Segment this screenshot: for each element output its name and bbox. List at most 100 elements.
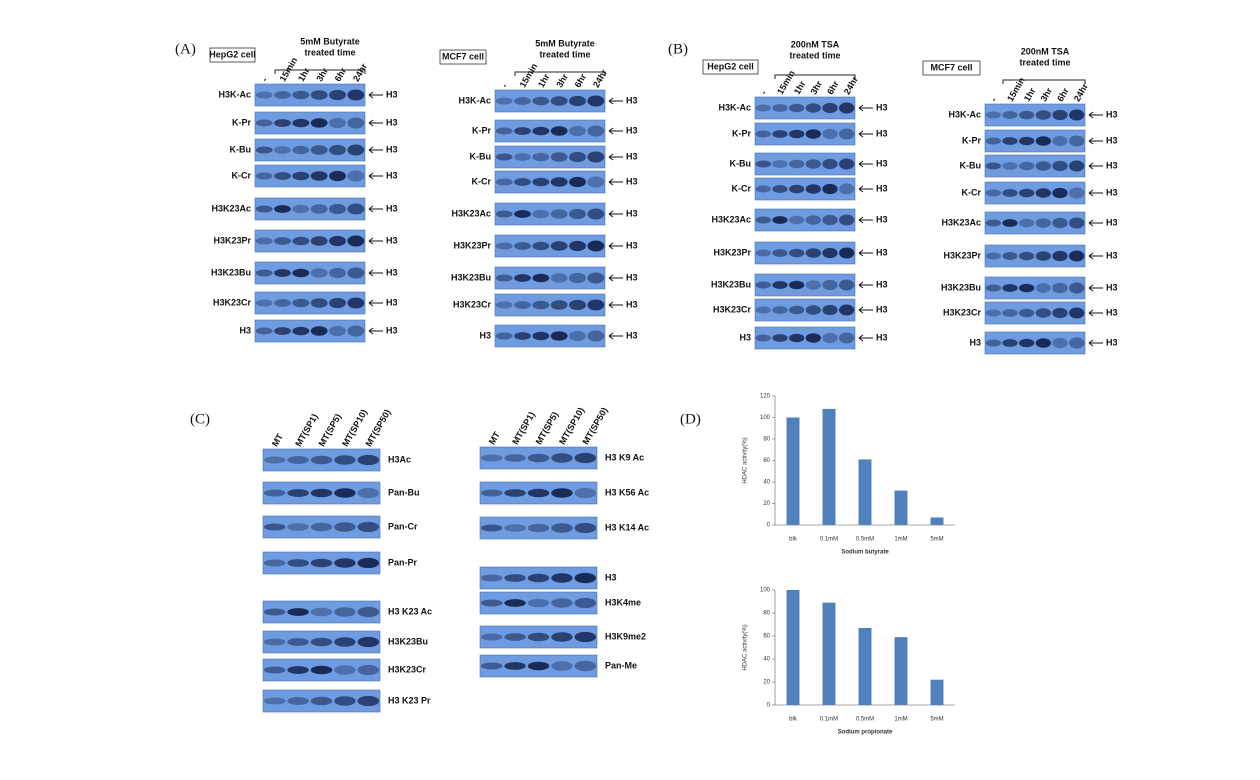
treatment-label: 5mM Butyrate (300, 36, 360, 46)
band (1002, 219, 1018, 227)
row-label: H3K23Bu (711, 279, 751, 289)
band (1052, 109, 1068, 121)
row-label: K-Cr (472, 176, 492, 186)
band (263, 608, 286, 616)
lane-label: 24hr (351, 61, 369, 83)
band (292, 268, 310, 278)
lane-label: 1hr (296, 66, 312, 84)
row-label: K-Bu (960, 160, 982, 170)
y-tick-label: 0 (767, 523, 771, 529)
band (263, 523, 286, 531)
band (550, 152, 568, 162)
band (287, 638, 309, 646)
band (310, 455, 333, 465)
marker-label: H3 (876, 304, 888, 314)
band (310, 522, 333, 532)
y-tick-label: 20 (763, 680, 770, 686)
marker-label: H3 (1106, 250, 1118, 260)
y-tick-label: 80 (763, 437, 770, 443)
row-label: H3 (239, 325, 251, 335)
band (347, 117, 365, 129)
band (569, 151, 586, 163)
band (569, 272, 586, 284)
row-label: K-Cr (232, 170, 252, 180)
band (1018, 338, 1035, 348)
blot-strip (479, 591, 598, 615)
band (755, 130, 771, 138)
blot-strip (754, 177, 856, 201)
marker-label: H3 (1106, 187, 1118, 197)
blot-strip (479, 516, 598, 540)
arrow (858, 249, 873, 257)
band (514, 242, 531, 250)
row-label: H3 (969, 337, 981, 347)
band (550, 273, 568, 283)
band (255, 205, 273, 213)
band (255, 91, 273, 99)
cell-label: MCF7 cell (930, 62, 972, 72)
band (772, 185, 788, 193)
band (357, 695, 380, 707)
bracket (1002, 79, 1086, 84)
band (1002, 111, 1018, 119)
band (495, 242, 513, 250)
band (1052, 337, 1068, 349)
arrow (368, 91, 383, 99)
band (287, 666, 309, 674)
row-label: H3K23Cr (213, 297, 252, 307)
blot-strip (754, 241, 856, 265)
marker-label: H3 (386, 170, 398, 180)
band (1002, 162, 1018, 170)
band (551, 523, 573, 533)
treatment-label: 200nM TSA (1021, 46, 1070, 56)
band (569, 125, 586, 137)
band (274, 269, 291, 277)
blot-strip (984, 244, 1086, 268)
lane-label: - (499, 82, 509, 90)
y-axis-label: HDAC activity(%) (743, 624, 749, 670)
band (263, 559, 286, 567)
band (263, 638, 286, 646)
band (357, 521, 380, 533)
blot-strip (254, 291, 366, 315)
band (263, 489, 286, 497)
band (822, 128, 838, 140)
blot-strip (494, 89, 606, 113)
arrow (858, 281, 873, 289)
band (532, 209, 550, 219)
marker-label: H3 (626, 330, 638, 340)
band (274, 172, 291, 180)
x-axis-label: Sodium propionate (838, 730, 893, 736)
x-tick-label: 1mM (894, 717, 907, 723)
lane-label: 6hr (333, 66, 349, 84)
bar (822, 602, 836, 705)
band (480, 454, 503, 462)
band (357, 454, 380, 466)
band (574, 522, 597, 534)
band (569, 299, 586, 311)
row-label: H3Ac (388, 454, 411, 464)
band (772, 334, 788, 342)
band (274, 146, 291, 154)
band (574, 572, 597, 584)
band (504, 599, 526, 607)
band (504, 662, 526, 670)
band (1035, 110, 1052, 120)
band (1069, 135, 1085, 147)
band (329, 89, 346, 101)
band (274, 205, 291, 213)
band (551, 661, 573, 671)
band (514, 210, 531, 218)
band (255, 269, 273, 277)
band (822, 102, 838, 114)
y-tick-label: 20 (763, 501, 770, 507)
row-label: H3K23Pr (943, 250, 981, 260)
blot-strip (262, 515, 381, 539)
blot-strip (754, 298, 856, 322)
treatment-label: treated time (304, 47, 355, 57)
lane-label: MT (487, 429, 502, 446)
band (1052, 250, 1068, 262)
band (292, 204, 310, 214)
band (551, 632, 573, 642)
band (532, 300, 550, 310)
